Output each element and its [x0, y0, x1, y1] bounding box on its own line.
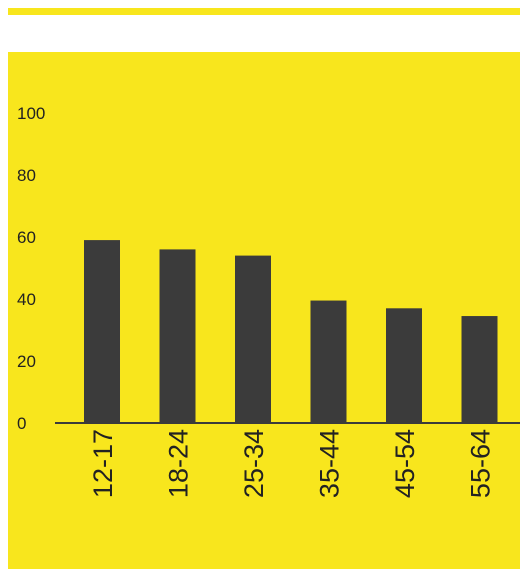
y-tick-label: 0	[17, 414, 26, 433]
x-tick-label: 18-24	[164, 429, 194, 498]
y-tick-label: 40	[17, 290, 36, 309]
y-tick-label: 20	[17, 352, 36, 371]
x-tick-label: 35-44	[315, 429, 345, 498]
y-tick-label: 80	[17, 166, 36, 185]
top-accent-strip	[8, 8, 520, 15]
bar-18-24	[159, 249, 196, 423]
bar-chart: 0 20 40 60 80 100 12-17 18-24 25-34 35-44 45-54 55…	[17, 104, 520, 498]
x-axis: 12-17 18-24 25-34 35-44 45-54 55-64	[88, 429, 496, 498]
bar-45-54	[386, 308, 422, 423]
bar-55-64	[461, 316, 498, 423]
y-axis: 0 20 40 60 80 100	[17, 104, 45, 433]
bar-35-44	[310, 300, 347, 423]
x-tick-label: 12-17	[88, 429, 118, 498]
y-tick-label: 60	[17, 228, 36, 247]
y-tick-label: 100	[17, 104, 45, 123]
bar-12-17	[84, 240, 120, 423]
x-tick-label: 55-64	[466, 429, 496, 498]
bars	[84, 240, 498, 423]
bar-25-34	[235, 255, 271, 423]
chart-panel: 0 20 40 60 80 100 12-17 18-24 25-34 35-44 45-54 55…	[8, 52, 520, 569]
x-tick-label: 25-34	[239, 429, 269, 498]
x-tick-label: 45-54	[390, 429, 420, 498]
